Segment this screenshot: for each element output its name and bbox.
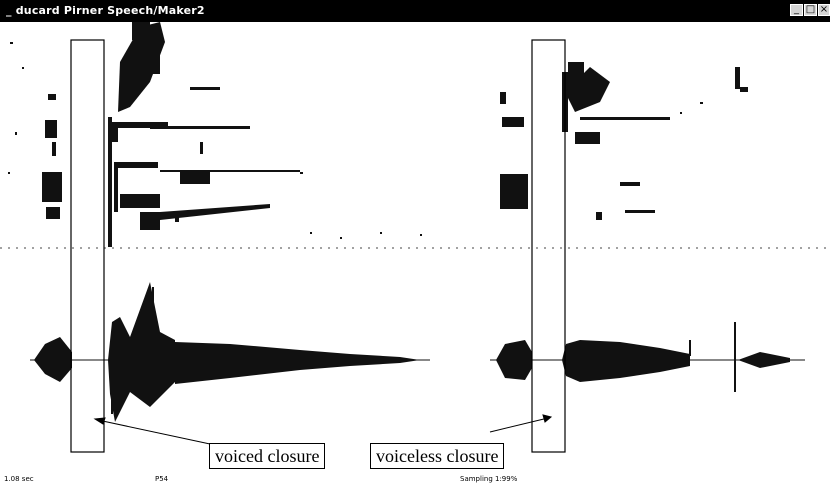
voiceless-closure-marker[interactable] bbox=[531, 39, 566, 453]
spectrogram-waveform-svg bbox=[0, 22, 830, 453]
maximize-button[interactable]: □ bbox=[804, 4, 817, 16]
status-time: 1.08 sec bbox=[4, 475, 34, 483]
close-button[interactable]: × bbox=[818, 4, 830, 16]
voiceless-closure-label: voiceless closure bbox=[370, 443, 505, 469]
voiced-closure-marker[interactable] bbox=[70, 39, 105, 453]
spectrogram bbox=[8, 22, 748, 247]
speech-analysis-canvas[interactable] bbox=[0, 22, 830, 462]
waveform bbox=[30, 282, 805, 422]
status-field-2: P54 bbox=[155, 475, 169, 483]
status-bar: 1.08 sec P54 Sampling 1:99% bbox=[0, 474, 830, 485]
minimize-button[interactable]: _ bbox=[790, 4, 803, 16]
window-title: _ ducard Pirner Speech/Maker2 bbox=[6, 4, 205, 17]
annotation-arrows bbox=[93, 414, 553, 445]
status-sampling: Sampling 1:99% bbox=[460, 475, 518, 483]
title-bar: _ ducard Pirner Speech/Maker2 _ □ × bbox=[0, 0, 830, 22]
voiced-closure-label: voiced closure bbox=[209, 443, 326, 469]
